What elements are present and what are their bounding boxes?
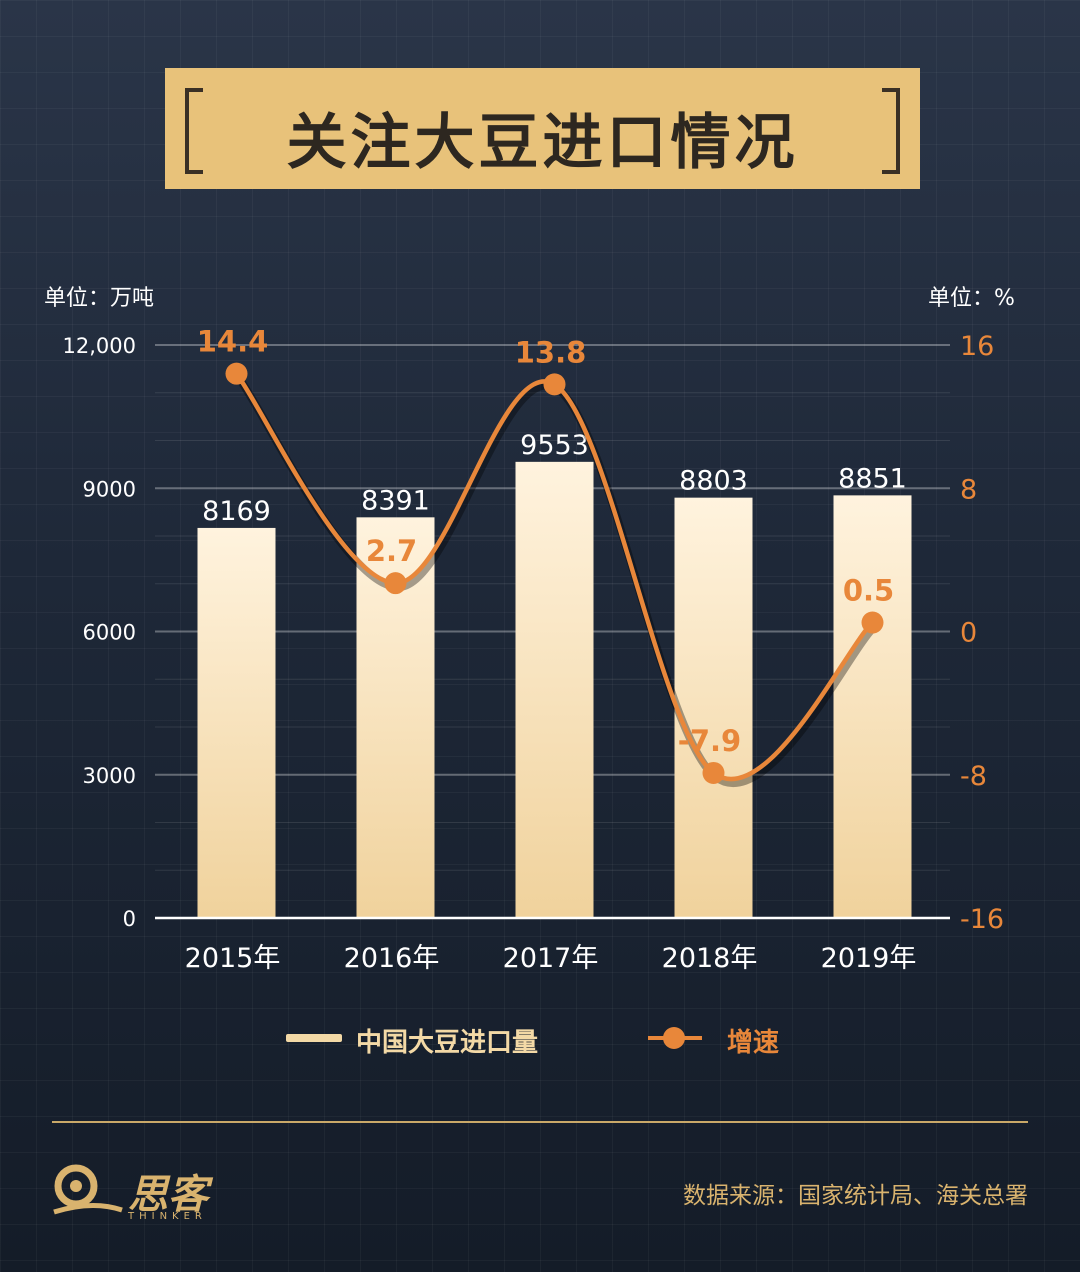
left-tick-label: 0 xyxy=(123,907,136,931)
legend-bar-label: 中国大豆进口量 xyxy=(356,1028,539,1058)
bar-value-label: 8391 xyxy=(361,485,430,516)
right-tick-label: -16 xyxy=(960,904,1004,935)
legend-line-dot xyxy=(663,1027,685,1049)
legend-line-label: 增速 xyxy=(727,1028,780,1058)
left-tick-label: 3000 xyxy=(83,764,136,788)
combo-chart: 0 3000 6000 9000 12,000 -16 -8 0 8 16 8169 8391 95… xyxy=(63,324,1005,974)
page-title: 关注大豆进口情况 xyxy=(286,108,799,178)
growth-value-label: 13.8 xyxy=(515,335,587,369)
bar-value-label: 8169 xyxy=(202,496,271,527)
title-banner: 关注大豆进口情况 xyxy=(165,68,920,189)
left-tick-label: 12,000 xyxy=(63,334,136,358)
right-tick-label: 8 xyxy=(960,474,977,505)
growth-value-label: 0.5 xyxy=(843,574,894,608)
growth-value-label: 14.4 xyxy=(197,325,269,359)
bar xyxy=(833,495,912,918)
left-tick-label: 9000 xyxy=(83,477,136,501)
right-tick-label: -8 xyxy=(960,761,987,792)
x-tick-label: 2016年 xyxy=(344,943,440,974)
bar xyxy=(515,461,594,918)
legend-bar-swatch xyxy=(286,1034,342,1042)
right-tick-label: 16 xyxy=(960,331,994,362)
growth-point xyxy=(861,611,884,634)
growth-point xyxy=(384,572,407,595)
right-tick-label: 0 xyxy=(960,618,977,649)
bar xyxy=(197,527,276,918)
bar-value-label: 9553 xyxy=(520,430,589,461)
growth-point xyxy=(543,373,566,396)
right-bracket xyxy=(882,88,900,174)
thinker-logo-icon xyxy=(53,1164,123,1215)
x-tick-label: 2018年 xyxy=(662,943,758,974)
bar-value-label: 8851 xyxy=(838,463,907,494)
logo-name: 思客 xyxy=(128,1171,208,1218)
growth-point xyxy=(225,362,248,385)
bar xyxy=(674,497,753,918)
x-tick-label: 2015年 xyxy=(185,943,281,974)
data-source: 数据来源：国家统计局、海关总署 xyxy=(683,1183,1028,1209)
growth-point xyxy=(702,761,725,784)
left-bracket xyxy=(185,88,203,174)
growth-value-label: -7.9 xyxy=(678,724,741,758)
x-tick-label: 2017年 xyxy=(503,943,599,974)
left-axis-unit: 单位：万吨 xyxy=(44,286,155,311)
bar-value-label: 8803 xyxy=(679,466,748,497)
x-tick-label: 2019年 xyxy=(821,943,917,974)
logo-subtitle: THINKER xyxy=(128,1211,207,1222)
growth-value-label: 2.7 xyxy=(366,534,417,568)
left-tick-label: 6000 xyxy=(83,621,136,645)
right-axis-unit: 单位：% xyxy=(928,286,1015,311)
footer-divider xyxy=(52,1121,1028,1123)
